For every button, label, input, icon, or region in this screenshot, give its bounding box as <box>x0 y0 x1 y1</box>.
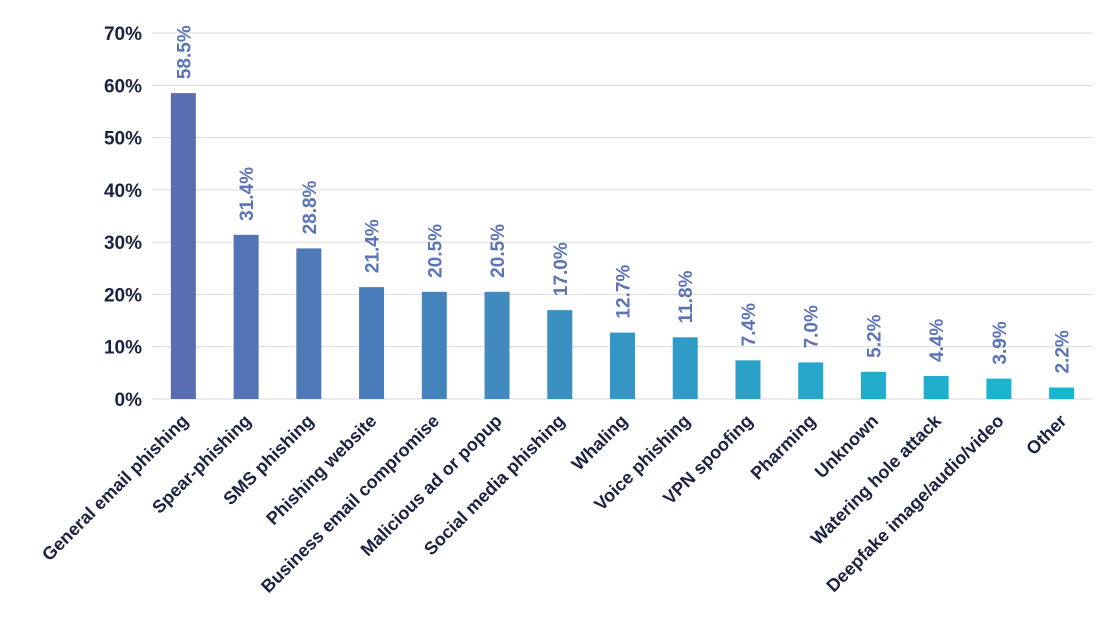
y-tick-label: 40% <box>104 181 142 202</box>
bar <box>359 287 385 399</box>
data-label: 21.4% <box>363 219 384 273</box>
bar <box>421 291 447 399</box>
category-label: Other <box>1022 411 1070 459</box>
y-tick-label: 50% <box>104 129 142 150</box>
data-label: 17.0% <box>551 242 572 296</box>
data-label: 4.4% <box>927 319 948 362</box>
data-label: 12.7% <box>614 265 635 319</box>
y-tick-label: 10% <box>104 338 142 359</box>
data-label: 5.2% <box>864 314 885 357</box>
bar <box>735 360 761 399</box>
data-label: 7.0% <box>802 305 823 348</box>
category-labels: General email phishingSpear-phishingSMS … <box>38 410 1070 597</box>
y-tick-label: 60% <box>104 76 142 97</box>
bar <box>986 378 1012 399</box>
category-label: Whaling <box>568 411 632 475</box>
bar <box>484 291 510 399</box>
bar <box>296 248 322 399</box>
data-label: 20.5% <box>425 224 446 278</box>
bars <box>170 93 1075 399</box>
bar <box>798 362 824 399</box>
data-label: 28.8% <box>300 180 321 234</box>
bar <box>1049 387 1075 399</box>
data-label: 58.5% <box>174 25 195 79</box>
bar <box>672 337 698 399</box>
data-label: 11.8% <box>676 270 697 323</box>
bar <box>610 332 635 399</box>
y-tick-label: 20% <box>104 285 142 306</box>
bar <box>923 375 949 399</box>
data-labels: 58.5% 31.4% 28.8% 21.4% 20.5% 20.5% 17.0% 12.7%… <box>174 25 1073 373</box>
bar <box>233 234 259 399</box>
y-tick-label: 0% <box>115 390 143 411</box>
data-label: 7.4% <box>739 303 760 346</box>
category-label: Pharming <box>747 411 820 484</box>
data-label: 2.2% <box>1053 330 1074 373</box>
y-axis-ticks: 0% 10% 20% 30% 40% 50% 60% 70% <box>104 24 142 411</box>
data-label: 3.9% <box>990 321 1011 364</box>
bar <box>547 310 573 399</box>
category-label: Phishing website <box>262 411 380 529</box>
y-tick-label: 70% <box>104 24 142 45</box>
data-label: 20.5% <box>488 224 509 278</box>
bar <box>860 371 886 399</box>
data-label: 31.4% <box>237 167 258 221</box>
y-tick-label: 30% <box>104 233 142 254</box>
bar <box>170 93 196 399</box>
